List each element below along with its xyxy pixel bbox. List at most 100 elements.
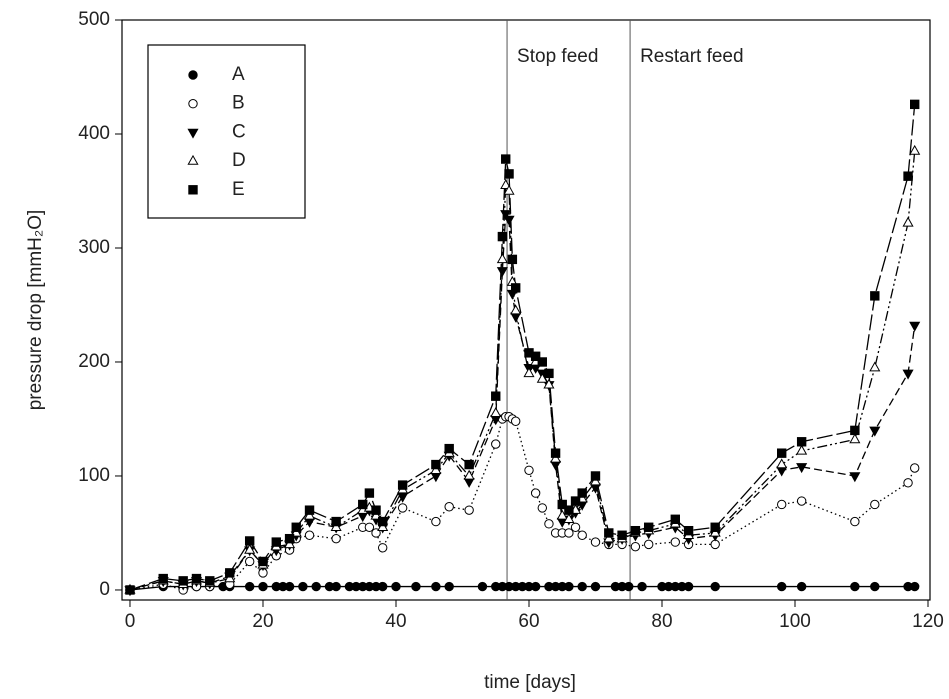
point	[303, 517, 316, 528]
legend-label: E	[232, 179, 245, 200]
point	[244, 581, 255, 592]
y-axis-label: pressure drop [mmH₂O]	[25, 210, 46, 411]
point	[444, 502, 454, 512]
x-tick-label: 0	[125, 611, 136, 632]
point	[776, 466, 788, 477]
point	[477, 581, 488, 592]
point	[507, 254, 518, 265]
plot-frame	[121, 19, 931, 601]
point	[205, 576, 215, 586]
point	[530, 581, 541, 592]
point	[849, 472, 861, 483]
legend-label: B	[232, 93, 245, 114]
point	[570, 496, 581, 506]
legend-marker	[188, 185, 198, 195]
point	[463, 469, 475, 480]
point	[364, 488, 375, 498]
series-line	[129, 151, 916, 591]
point	[537, 503, 547, 513]
point	[503, 215, 515, 226]
point	[464, 459, 474, 470]
point	[902, 216, 914, 227]
point	[431, 581, 441, 592]
point	[496, 253, 508, 264]
point	[510, 283, 521, 293]
point	[304, 530, 315, 540]
point	[550, 448, 561, 458]
y-tick-label: 400	[78, 123, 110, 144]
point	[491, 439, 501, 449]
point	[125, 585, 135, 595]
point	[670, 537, 680, 547]
point	[500, 179, 512, 189]
point	[444, 443, 454, 454]
point	[244, 543, 256, 554]
point	[497, 231, 508, 242]
point	[564, 528, 574, 538]
point	[244, 536, 255, 546]
point	[577, 488, 587, 498]
point	[570, 522, 581, 532]
point	[191, 573, 202, 584]
x-axis-label: time [days]	[484, 672, 576, 693]
series-line	[129, 211, 916, 591]
point	[643, 539, 654, 550]
x-tick-label: 80	[651, 611, 672, 632]
x-tick-label: 100	[779, 611, 811, 632]
point	[869, 361, 881, 372]
point	[298, 581, 308, 592]
point	[284, 581, 295, 592]
point	[564, 581, 574, 592]
y-tick-label: 200	[78, 351, 110, 372]
point	[643, 522, 654, 532]
point	[463, 477, 475, 488]
point	[397, 480, 408, 490]
point	[391, 581, 401, 592]
point	[777, 448, 787, 458]
point	[311, 581, 321, 592]
point	[630, 525, 641, 536]
point	[870, 581, 880, 592]
point	[431, 459, 441, 470]
point	[244, 556, 255, 567]
x-tick-label: 20	[252, 611, 273, 632]
point	[371, 505, 381, 515]
point	[637, 581, 647, 592]
point	[543, 378, 555, 389]
point	[670, 514, 680, 524]
x-tick-label: 60	[518, 611, 539, 632]
legend-marker	[187, 128, 199, 139]
point	[796, 496, 807, 506]
point	[870, 499, 880, 510]
point	[510, 416, 521, 426]
point	[178, 576, 188, 586]
point	[431, 516, 441, 527]
point	[377, 543, 388, 553]
point	[903, 171, 913, 181]
point	[530, 488, 541, 498]
point	[776, 458, 788, 469]
point	[501, 154, 511, 164]
point	[537, 357, 547, 367]
point	[158, 573, 168, 584]
legend-marker	[188, 99, 198, 109]
point	[903, 478, 913, 488]
point	[284, 533, 295, 544]
y-tick-label: 300	[78, 237, 110, 258]
point	[590, 581, 601, 592]
point	[590, 537, 601, 547]
point	[777, 499, 787, 510]
point	[796, 437, 807, 447]
point	[358, 499, 368, 510]
x-tick-label: 120	[912, 611, 944, 632]
point	[909, 144, 921, 155]
point	[683, 525, 694, 536]
point	[258, 581, 268, 592]
legend-label: D	[232, 150, 246, 171]
point	[510, 312, 522, 323]
point	[500, 210, 512, 221]
point	[577, 530, 587, 540]
point	[444, 581, 454, 592]
y-tick-label: 0	[99, 579, 110, 600]
